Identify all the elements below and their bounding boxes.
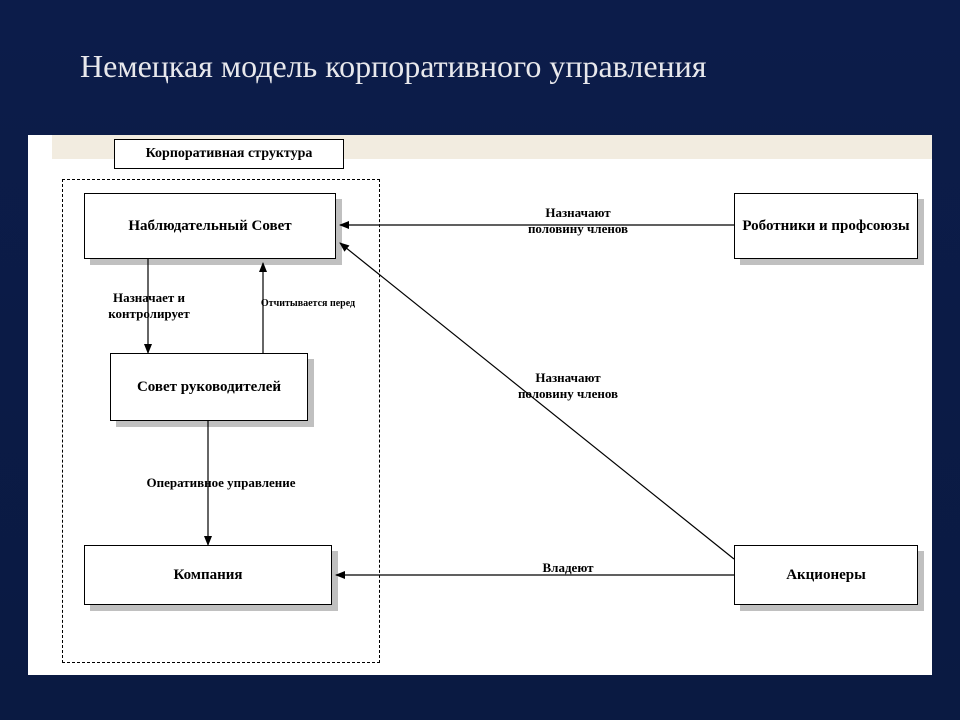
slide-title: Немецкая модель корпоративного управлени…: [80, 48, 707, 85]
edges-svg: [28, 135, 932, 675]
diagram-panel: Корпоративная структура Наблюдательный С…: [28, 135, 932, 675]
edge-shareholders-to-supervisory: [340, 243, 734, 559]
slide: Немецкая модель корпоративного управлени…: [0, 0, 960, 720]
